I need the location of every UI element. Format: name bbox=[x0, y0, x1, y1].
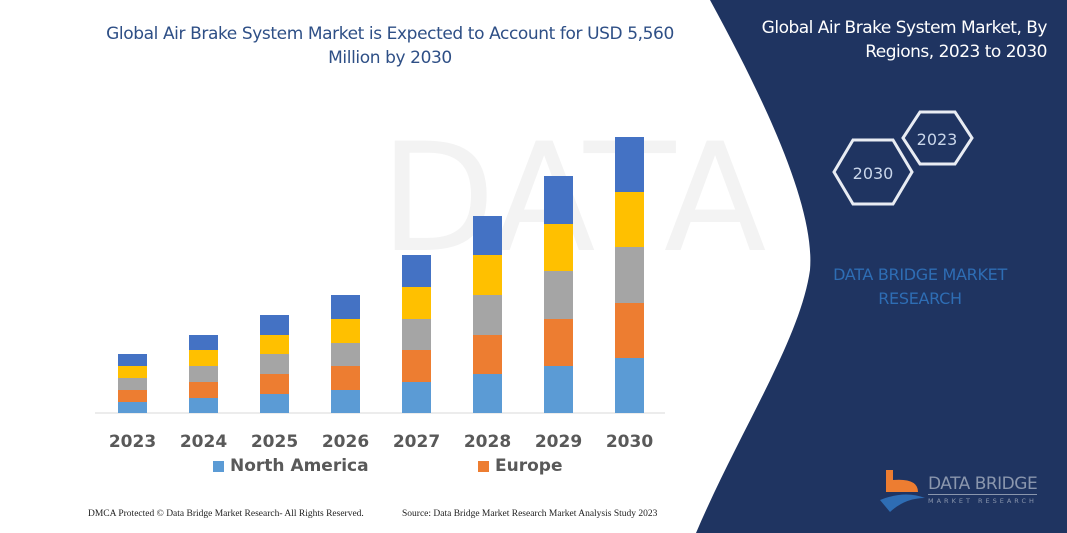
legend-item-europe: Europe bbox=[478, 456, 562, 476]
bar-segment-2023-series-5 bbox=[118, 354, 147, 366]
logo-icon bbox=[880, 470, 925, 512]
bar-segment-2030-series-5 bbox=[615, 137, 644, 192]
hex-label-2030: 2030 bbox=[853, 164, 894, 183]
panel-title: Global Air Brake System Market, By Regio… bbox=[761, 18, 1048, 62]
bar-segment-2026-series-4 bbox=[331, 319, 360, 343]
bar-segment-2024-north-america bbox=[189, 398, 218, 413]
bar-segment-2028-series-5 bbox=[473, 216, 502, 255]
bar-segment-2023-series-3 bbox=[118, 378, 147, 390]
copyright-text: DMCA Protected © Data Bridge Market Rese… bbox=[88, 509, 364, 519]
logo-sub: MARKET RESEARCH bbox=[928, 497, 1037, 505]
bar-segment-2028-series-4 bbox=[473, 255, 502, 295]
bar-segment-2025-europe bbox=[260, 374, 289, 394]
bar-segment-2029-north-america bbox=[544, 366, 573, 413]
legend-label: North America bbox=[230, 456, 369, 476]
bar-segment-2026-europe bbox=[331, 366, 360, 390]
x-tick-label: 2025 bbox=[251, 432, 298, 452]
bar-segment-2025-series-5 bbox=[260, 315, 289, 335]
bar-segment-2026-north-america bbox=[331, 390, 360, 413]
source-text: Source: Data Bridge Market Research Mark… bbox=[402, 509, 658, 519]
logo-name: DATA BRIDGE bbox=[928, 474, 1038, 495]
x-tick-label: 2030 bbox=[606, 432, 653, 452]
bar-segment-2027-europe bbox=[402, 350, 431, 382]
bar-segment-2029-europe bbox=[544, 319, 573, 366]
chart-title: Global Air Brake System Market is Expect… bbox=[106, 24, 674, 68]
bar-segment-2030-europe bbox=[615, 303, 644, 358]
logo: DATA BRIDGE MARKET RESEARCH bbox=[928, 474, 1038, 505]
bar-segment-2024-series-4 bbox=[189, 350, 218, 366]
bar-segment-2030-series-4 bbox=[615, 192, 644, 247]
bar-segment-2026-series-3 bbox=[331, 343, 360, 366]
hexagons bbox=[832, 110, 974, 206]
x-tick-label: 2027 bbox=[393, 432, 440, 452]
legend-item-north-america: North America bbox=[213, 456, 369, 476]
bar-segment-2029-series-4 bbox=[544, 224, 573, 271]
x-tick-label: 2023 bbox=[109, 432, 156, 452]
bar-chart: 2023 2024 2025 2026 2027 2028 2029 2030 bbox=[95, 137, 665, 452]
bar-segment-2023-north-america bbox=[118, 402, 147, 413]
bar-segment-2028-series-3 bbox=[473, 295, 502, 335]
right-panel-bg bbox=[696, 0, 1067, 533]
hex-label-2023: 2023 bbox=[917, 130, 958, 149]
bar-segment-2027-series-3 bbox=[402, 319, 431, 350]
bar-segment-2025-north-america bbox=[260, 394, 289, 413]
hexagon-2030 bbox=[832, 138, 914, 206]
bar-segment-2026-series-5 bbox=[331, 295, 360, 319]
bar-segment-2030-north-america bbox=[615, 358, 644, 413]
bar-segment-2025-series-4 bbox=[260, 335, 289, 354]
bar-segment-2028-north-america bbox=[473, 374, 502, 413]
bar-segment-2023-series-4 bbox=[118, 366, 147, 378]
hexagon-2023 bbox=[901, 110, 974, 166]
x-tick-label: 2024 bbox=[180, 432, 227, 452]
bar-segment-2030-series-3 bbox=[615, 247, 644, 303]
bar-segment-2029-series-3 bbox=[544, 271, 573, 319]
bar-segment-2024-europe bbox=[189, 382, 218, 398]
bar-segment-2027-series-4 bbox=[402, 287, 431, 319]
x-tick-label: 2026 bbox=[322, 432, 369, 452]
bar-segment-2023-europe bbox=[118, 390, 147, 402]
bar-segment-2028-europe bbox=[473, 335, 502, 374]
x-tick-label: 2028 bbox=[464, 432, 511, 452]
bar-segment-2024-series-5 bbox=[189, 335, 218, 350]
bar-segment-2027-north-america bbox=[402, 382, 431, 413]
legend-swatch-europe bbox=[478, 460, 489, 472]
x-tick-label: 2029 bbox=[535, 432, 582, 452]
legend-swatch-north-america bbox=[213, 460, 224, 472]
bar-segment-2027-series-5 bbox=[402, 255, 431, 287]
bar-segment-2024-series-3 bbox=[189, 366, 218, 382]
bar-segment-2029-series-5 bbox=[544, 176, 573, 224]
bar-segment-2025-series-3 bbox=[260, 354, 289, 374]
watermark: DATA bbox=[380, 112, 766, 286]
brand-text: DATA BRIDGE MARKET RESEARCH bbox=[833, 265, 1007, 308]
legend-label: Europe bbox=[495, 456, 563, 476]
